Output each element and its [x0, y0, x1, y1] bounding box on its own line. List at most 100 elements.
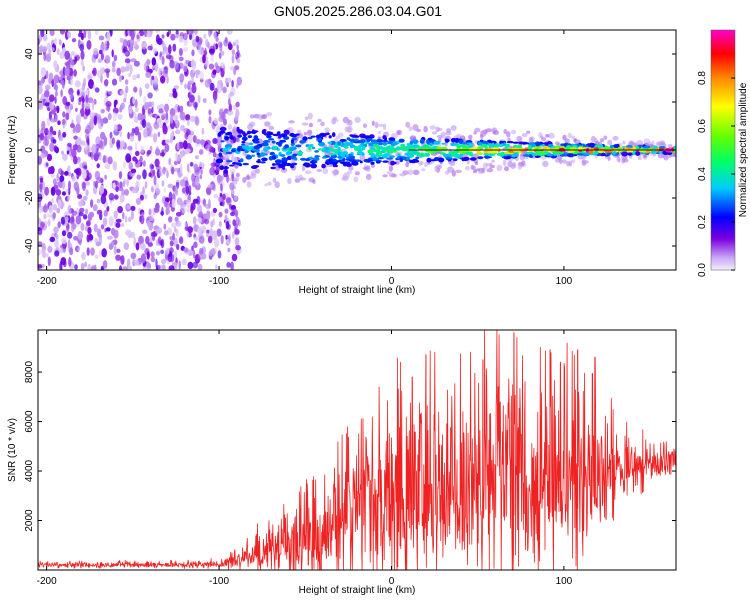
spectrogram-noise-blob	[61, 150, 64, 155]
spectrogram-noise-blob	[155, 250, 161, 256]
spectrogram-ridge-blob	[366, 159, 371, 163]
spectrogram-noise-blob	[82, 97, 85, 103]
spectrogram-noise-blob	[197, 95, 201, 103]
spectrogram-noise-blob	[50, 118, 56, 123]
spectrogram-ridge-blob	[518, 144, 522, 149]
spectrogram-noise-blob	[54, 84, 58, 92]
spectrogram-halo-blob	[622, 140, 626, 145]
spectrogram-ridge-blob	[272, 145, 278, 151]
spectrogram-noise-blob	[48, 49, 52, 57]
spectrogram-noise-blob	[153, 175, 157, 186]
colorbar-label: Normalized spectral amplitude	[738, 82, 749, 217]
spectrogram-noise-blob	[145, 71, 152, 78]
spectrogram-noise-blob	[184, 148, 191, 153]
spectrogram-noise-blob	[226, 262, 231, 268]
spectrogram-noise-blob	[95, 180, 98, 189]
spectrogram-halo-blob	[474, 161, 479, 166]
spectrogram-noise-blob	[113, 210, 118, 219]
spectrogram-ridge-blob	[485, 156, 493, 159]
spectrogram-noise-blob	[83, 77, 87, 87]
spectrogram-noise-blob	[117, 114, 123, 120]
spectrogram-noise-blob	[60, 248, 63, 254]
spectrogram-ridge-blob	[310, 163, 318, 169]
spectrogram-noise-blob	[42, 33, 48, 42]
spectrogram-noise-blob	[125, 85, 129, 94]
spectrogram-noise-blob	[122, 266, 128, 270]
spectrogram-ridge-blob	[252, 148, 257, 152]
spectrogram-noise-blob	[140, 242, 146, 251]
spectrogram-ridge-blob	[506, 147, 512, 150]
spectrogram-noise-blob	[54, 37, 57, 45]
spectrogram-ridge-blob	[422, 144, 430, 148]
spectrogram-noise-blob	[48, 205, 53, 214]
spectrogram-halo-blob	[337, 132, 344, 138]
spectrogram-noise-blob	[93, 115, 98, 126]
spectrogram-halo-blob	[222, 160, 228, 167]
spectrogram-noise-blob	[106, 31, 111, 42]
spectrogram-noise-blob	[190, 204, 194, 214]
spectrogram-noise-blob	[47, 256, 51, 267]
spectrogram-ridge-blob	[321, 163, 326, 169]
spectrogram-halo-blob	[307, 112, 313, 120]
spectrogram-halo-blob	[218, 111, 226, 116]
spectrogram-noise-blob	[218, 211, 223, 218]
spectrogram-ridge-blob	[609, 144, 614, 149]
spectrogram-noise-blob	[168, 55, 174, 62]
spectrogram-noise-blob	[53, 226, 59, 234]
spectrogram-ridge-blob	[450, 142, 455, 147]
spectrogram-noise-blob	[125, 153, 132, 163]
spectrogram-noise-blob	[187, 119, 190, 126]
spectrogram-noise-blob	[208, 63, 215, 70]
spectrogram-halo-blob	[272, 177, 277, 183]
spectrogram-halo-blob	[362, 123, 368, 128]
spectrogram-noise-blob	[234, 113, 239, 122]
spectrogram-ridge-blob	[372, 141, 379, 145]
spectrogram-ridge-blob	[331, 132, 336, 138]
spectrogram-noise-blob	[196, 217, 202, 223]
spectrogram-halo-blob	[246, 181, 252, 188]
spectrogram-halo-blob	[567, 132, 572, 139]
spectrogram-noise-blob	[206, 229, 210, 234]
spectrogram-ridge-blob	[373, 144, 380, 148]
spectrogram-noise-blob	[86, 220, 91, 227]
spectrogram-noise-blob	[202, 198, 206, 207]
spectrogram-ridge-blob	[370, 161, 375, 165]
spectrogram-ridge-blob	[242, 145, 250, 150]
spectrogram-noise-blob	[112, 161, 118, 171]
snr-y-tick-label: 4000	[24, 459, 35, 482]
spectrogram-noise-blob	[123, 161, 126, 169]
spectrogram-noise-blob	[105, 227, 111, 232]
spectrogram-noise-blob	[93, 47, 98, 56]
spectrogram-noise-blob	[70, 123, 75, 129]
spectrogram-noise-blob	[38, 84, 43, 95]
spectrogram-halo-blob	[659, 140, 665, 146]
spectrogram-noise-blob	[69, 78, 73, 86]
spectrogram-ridge-blob	[398, 138, 405, 143]
spectrogram-halo-blob	[295, 175, 299, 179]
spectrogram-noise-blob	[195, 69, 201, 76]
spectrogram-ridge-blob	[304, 158, 311, 162]
spectrogram-halo-blob	[409, 135, 417, 141]
spectrogram-noise-blob	[119, 140, 126, 148]
spectrogram-halo-blob	[312, 179, 316, 184]
spectrogram-noise-blob	[73, 155, 78, 165]
spectrogram-halo-blob	[218, 115, 225, 123]
spectrogram-noise-blob	[233, 195, 238, 201]
spectrogram-noise-blob	[104, 163, 111, 170]
spectrogram-halo-blob	[254, 168, 260, 174]
spectrogram-noise-blob	[160, 75, 166, 84]
spectrogram-noise-blob	[192, 39, 197, 47]
spectrogram-ridge-blob	[226, 146, 232, 150]
spectrogram-ridge-blob	[222, 148, 229, 152]
spectrogram-noise-blob	[230, 205, 236, 210]
spectrogram-noise-blob	[179, 179, 186, 187]
snr-y-tick-label: 6000	[24, 410, 35, 433]
spectrogram-ridge-blob	[314, 150, 319, 153]
spectrogram-ridge-blob	[283, 129, 290, 134]
spectrogram-halo-blob	[303, 132, 308, 136]
spectrogram-ridge-blob	[513, 152, 519, 158]
spectrogram-noise-blob	[178, 236, 184, 245]
spectrogram-noise-blob	[127, 264, 131, 270]
spectrogram-noise-blob	[179, 105, 184, 114]
